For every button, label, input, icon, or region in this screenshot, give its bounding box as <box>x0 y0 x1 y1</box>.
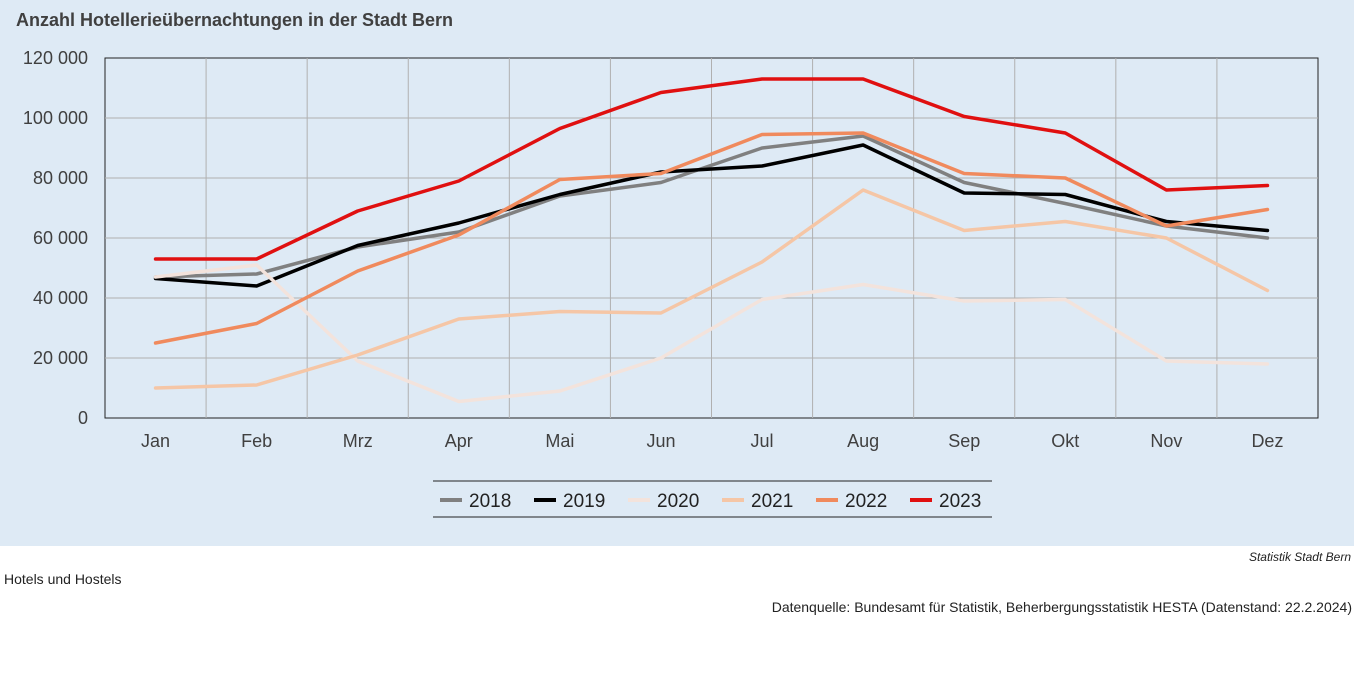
legend-label-2018: 2018 <box>469 491 511 512</box>
legend-label-2020: 2020 <box>657 491 699 512</box>
y-tick-label: 40 000 <box>33 288 88 308</box>
legend-label-2019: 2019 <box>563 491 605 512</box>
footnote: Hotels und Hostels <box>4 571 122 587</box>
x-tick-label: Mai <box>545 431 574 451</box>
y-tick-label: 80 000 <box>33 168 88 188</box>
x-tick-label: Okt <box>1051 431 1079 451</box>
x-tick-label: Nov <box>1150 431 1182 451</box>
x-tick-label: Jan <box>141 431 170 451</box>
chart-title: Anzahl Hotellerieübernachtungen in der S… <box>16 10 454 30</box>
legend: 2018 2019 2020 2021 2022 2023 <box>433 480 992 518</box>
x-tick-label: Dez <box>1251 431 1283 451</box>
series-line-2020 <box>153 263 1270 404</box>
series-line-2022 <box>153 131 1270 345</box>
y-tick-label: 120 000 <box>23 48 88 68</box>
series-line-2019 <box>153 143 1270 288</box>
y-tick-label: 0 <box>78 408 88 428</box>
x-tick-label: Aug <box>847 431 879 451</box>
y-tick-label: 20 000 <box>33 348 88 368</box>
legend-label-2023: 2023 <box>939 491 981 512</box>
x-axis-ticks: Jan Feb Mrz Apr Mai Jun Jul Aug Sep Okt Nov Dez <box>141 431 1283 451</box>
x-tick-label: Apr <box>445 431 473 451</box>
x-tick-label: Mrz <box>343 431 373 451</box>
x-tick-label: Feb <box>241 431 272 451</box>
series-line-2021 <box>153 188 1270 390</box>
x-tick-label: Jul <box>751 431 774 451</box>
legend-label-2022: 2022 <box>845 491 887 512</box>
x-tick-label: Jun <box>646 431 675 451</box>
y-tick-label: 60 000 <box>33 228 88 248</box>
source-label: Statistik Stadt Bern <box>1248 550 1351 564</box>
x-tick-label: Sep <box>948 431 980 451</box>
legend-label-2021: 2021 <box>751 491 793 512</box>
series-lines <box>153 77 1270 404</box>
series-line-2023 <box>153 77 1270 261</box>
data-source: Datenquelle: Bundesamt für Statistik, Be… <box>771 599 1352 615</box>
y-tick-label: 100 000 <box>23 108 88 128</box>
y-axis-ticks: 0 20 000 40 000 60 000 80 000 100 000 120 000 <box>23 48 88 428</box>
